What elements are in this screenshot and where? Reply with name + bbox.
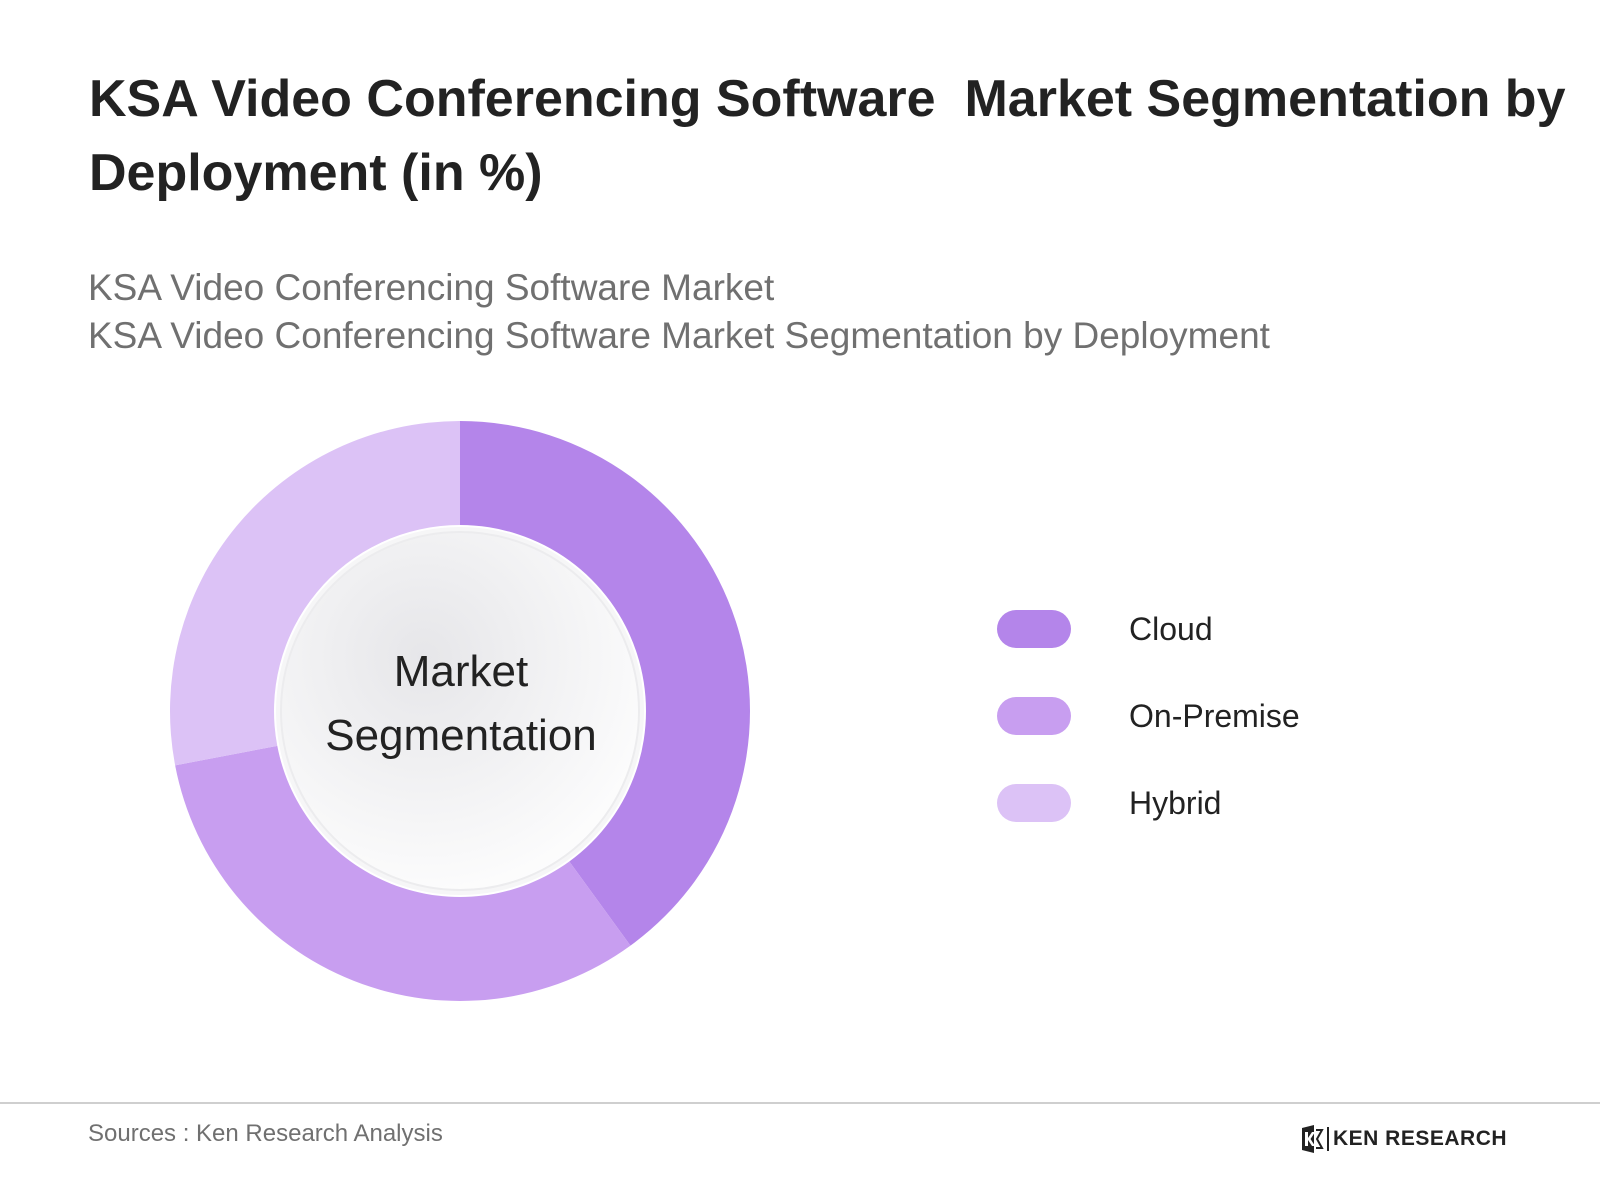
brand-divider [1327, 1127, 1329, 1151]
brand-logo: KEN RESEARCH [1300, 1124, 1507, 1154]
legend-label-hybrid: Hybrid [1129, 785, 1222, 821]
chart-subtitle: KSA Video Conferencing Software Market K… [88, 264, 1270, 360]
legend-swatch-hybrid [997, 784, 1071, 822]
donut-slice-cloud [460, 421, 750, 946]
legend-label-on-premise: On-Premise [1129, 698, 1300, 734]
donut-slice-hybrid [169, 421, 460, 766]
legend-swatch-on-premise [997, 697, 1071, 735]
donut-hub [280, 531, 640, 891]
donut-slice-on-premise [175, 745, 631, 1002]
ken-research-logo-icon [1302, 1125, 1324, 1153]
chart-title: KSA Video Conferencing Software Market S… [89, 70, 1580, 202]
legend-label-cloud: Cloud [1129, 611, 1213, 647]
subtitle-line-2: KSA Video Conferencing Software Market S… [88, 315, 1270, 356]
footer-divider [0, 1102, 1600, 1104]
source-note: Sources : Ken Research Analysis [88, 1120, 443, 1147]
donut-chart [169, 421, 750, 1002]
subtitle-line-1: KSA Video Conferencing Software Market [88, 267, 775, 308]
legend-swatch-cloud [997, 610, 1071, 648]
brand-wordmark: KEN RESEARCH [1333, 1127, 1508, 1150]
